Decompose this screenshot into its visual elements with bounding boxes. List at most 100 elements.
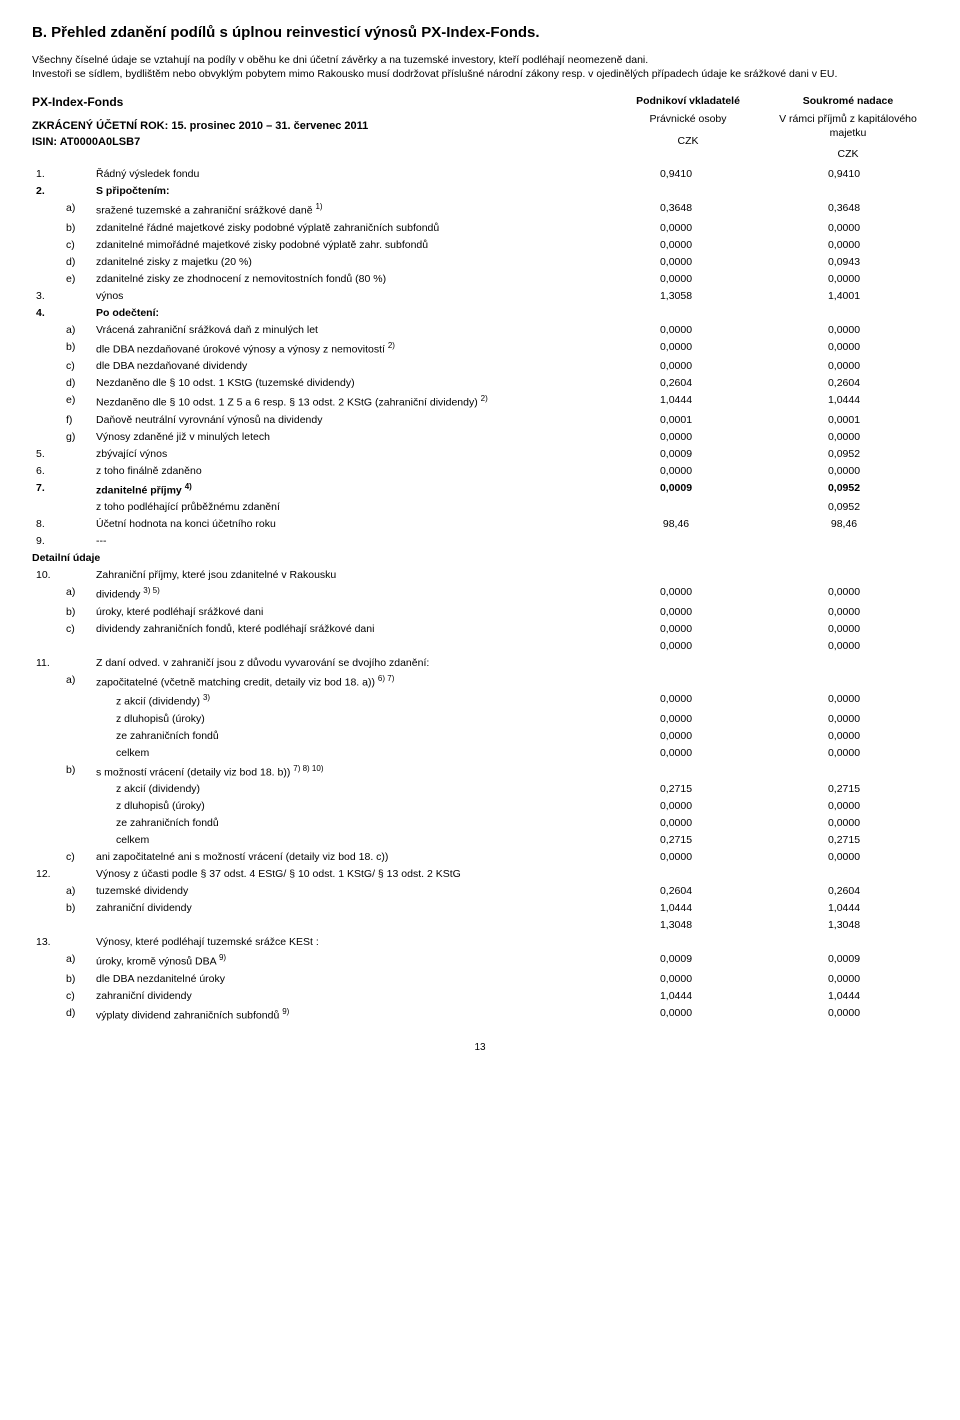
table-row: 7.zdanitelné příjmy 4)0,00090,0952 [32, 479, 928, 499]
row-value-1: 0,2715 [592, 832, 760, 849]
table-row: a)započitatelné (včetně matching credit,… [32, 671, 928, 691]
row-subindex [62, 304, 92, 321]
row-label: Výnosy zdaněné již v minulých letech [92, 428, 592, 445]
row-value-2: 0,0943 [760, 253, 928, 270]
row-subindex [62, 287, 92, 304]
row-index [32, 253, 62, 270]
row-value-1: 0,0000 [592, 815, 760, 832]
table-row: b)dle DBA nezdaňované úrokové výnosy a v… [32, 338, 928, 358]
row-label: S připočtením: [92, 183, 592, 200]
row-value-1: 1,3048 [592, 917, 760, 934]
row-index [32, 761, 62, 781]
row-index [32, 970, 62, 987]
row-subindex: a) [62, 883, 92, 900]
col1-sub: Právnické osoby [608, 113, 768, 127]
row-index [32, 917, 62, 934]
col2-czk: CZK [768, 148, 928, 162]
row-subindex: b) [62, 970, 92, 987]
row-index: 6. [32, 462, 62, 479]
row-subindex: b) [62, 603, 92, 620]
row-index: 9. [32, 533, 62, 550]
row-value-1: 0,0000 [592, 637, 760, 654]
table-row: d)Nezdaněno dle § 10 odst. 1 KStG (tuzem… [32, 375, 928, 392]
row-index [32, 236, 62, 253]
table-row: 4.Po odečtení: [32, 304, 928, 321]
row-value-2: 0,0000 [760, 727, 928, 744]
row-label: zbývající výnos [92, 445, 592, 462]
row-value-2: 1,4001 [760, 287, 928, 304]
row-subindex [62, 934, 92, 951]
row-label: Výnosy z účasti podle § 37 odst. 4 EStG/… [92, 866, 592, 883]
row-index [32, 411, 62, 428]
row-value-2: 0,0952 [760, 445, 928, 462]
row-index: 3. [32, 287, 62, 304]
row-index [32, 781, 62, 798]
col2-header: Soukromé nadace V rámci příjmů z kapitál… [768, 95, 928, 162]
row-index: 4. [32, 304, 62, 321]
row-label: Řádný výsledek fondu [92, 166, 592, 183]
row-label: celkem [92, 832, 592, 849]
row-label: Zahraniční příjmy, které jsou zdanitelné… [92, 567, 592, 584]
table-row: 6.z toho finálně zdaněno0,00000,0000 [32, 462, 928, 479]
row-value-2: 0,2715 [760, 832, 928, 849]
row-label: započitatelné (včetně matching credit, d… [92, 671, 592, 691]
row-subindex [62, 727, 92, 744]
fund-name: PX-Index-Fonds [32, 95, 562, 109]
fund-header: PX-Index-Fonds ZKRÁCENÝ ÚČETNÍ ROK: 15. … [32, 95, 928, 162]
row-value-1: 0,0000 [592, 970, 760, 987]
row-value-1: 0,0009 [592, 479, 760, 499]
col1-header: Podnikoví vkladatelé Právnické osoby CZK [608, 95, 768, 162]
table-row: b)úroky, které podléhají srážkové dani0,… [32, 603, 928, 620]
table-row: 3.výnos1,30581,4001 [32, 287, 928, 304]
row-subindex: a) [62, 200, 92, 220]
table-row: c)dle DBA nezdaňované dividendy0,00000,0… [32, 358, 928, 375]
table-row: f)Daňově neutrální vyrovnání výnosů na d… [32, 411, 928, 428]
row-value-2 [760, 761, 928, 781]
row-label [92, 637, 592, 654]
row-value-2 [760, 671, 928, 691]
row-subindex [62, 166, 92, 183]
row-subindex [62, 183, 92, 200]
row-value-1: 0,0000 [592, 358, 760, 375]
page-title: B. Přehled zdanění podílů s úplnou reinv… [32, 24, 928, 41]
row-subindex [62, 710, 92, 727]
row-value-2: 0,0000 [760, 219, 928, 236]
row-index [32, 375, 62, 392]
row-index [32, 987, 62, 1004]
row-subindex [62, 815, 92, 832]
row-label: Detailní údaje [32, 550, 928, 567]
row-subindex [62, 832, 92, 849]
row-index [32, 691, 62, 711]
row-label [92, 917, 592, 934]
row-subindex: c) [62, 236, 92, 253]
row-value-1: 0,0000 [592, 462, 760, 479]
col2-sub: V rámci příjmů z kapitálového majetku [768, 113, 928, 140]
row-value-1: 0,0000 [592, 584, 760, 604]
row-value-2: 0,0000 [760, 620, 928, 637]
row-subindex: b) [62, 219, 92, 236]
row-label: z toho finálně zdaněno [92, 462, 592, 479]
row-value-2 [760, 654, 928, 671]
intro-line-2: Investoři se sídlem, bydlištěm nebo obvy… [32, 68, 837, 80]
row-value-2: 1,0444 [760, 987, 928, 1004]
row-label: zahraniční dividendy [92, 987, 592, 1004]
row-subindex [62, 744, 92, 761]
row-label: z akcií (dividendy) 3) [92, 691, 592, 711]
row-value-2: 0,3648 [760, 200, 928, 220]
row-subindex: g) [62, 428, 92, 445]
row-subindex: a) [62, 951, 92, 971]
row-value-2: 0,0000 [760, 815, 928, 832]
row-label: výnos [92, 287, 592, 304]
row-label: dle DBA nezdaňované dividendy [92, 358, 592, 375]
row-value-2: 0,0000 [760, 710, 928, 727]
row-index: 1. [32, 166, 62, 183]
row-label: z toho podléhající průběžnému zdanění [92, 499, 592, 516]
row-value-2 [760, 866, 928, 883]
fund-period: ZKRÁCENÝ ÚČETNÍ ROK: 15. prosinec 2010 –… [32, 119, 562, 134]
row-index: 13. [32, 934, 62, 951]
table-row: a)sražené tuzemské a zahraniční srážkové… [32, 200, 928, 220]
row-value-1: 0,0000 [592, 744, 760, 761]
row-value-2: 0,0009 [760, 951, 928, 971]
row-value-1: 0,0000 [592, 691, 760, 711]
row-index [32, 338, 62, 358]
